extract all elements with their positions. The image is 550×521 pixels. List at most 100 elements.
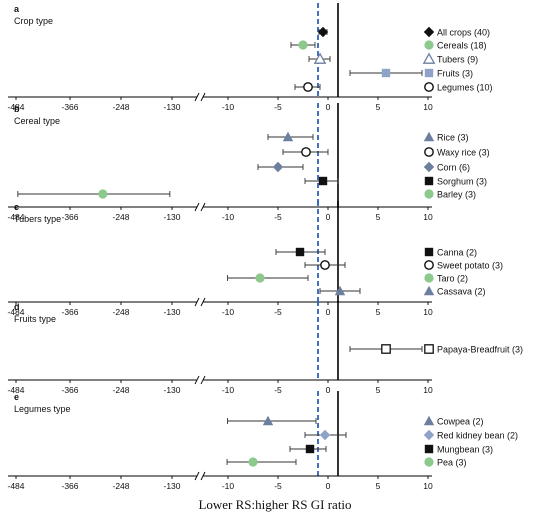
x-tick-label: 0 [326, 385, 331, 395]
axis-break-gap [197, 376, 203, 384]
point-marker [381, 344, 391, 354]
x-tick-label: -5 [274, 385, 282, 395]
panel-label: b [14, 104, 20, 114]
point-marker [305, 444, 315, 454]
legend-marker [423, 131, 435, 142]
point-marker [303, 82, 313, 92]
axis-break-gap [197, 472, 203, 480]
panel-title: Crop type [14, 16, 53, 26]
point-marker [248, 457, 258, 467]
axis-break-gap [197, 203, 203, 211]
x-tick-label: 10 [423, 102, 433, 112]
x-tick-label: -484 [7, 307, 24, 317]
legend-label: Fruits (3) [437, 69, 473, 79]
x-tick-label: 0 [326, 102, 331, 112]
x-tick-label: -484 [7, 212, 24, 222]
legend-label: Legumes (10) [437, 83, 493, 93]
x-tick-label: -10 [222, 385, 235, 395]
x-tick-label: -248 [112, 212, 129, 222]
legend-label: Waxy rice (3) [437, 148, 490, 158]
axis-break-mark [200, 297, 206, 307]
legend-label: Taro (2) [437, 274, 468, 284]
x-tick-label: 5 [376, 102, 381, 112]
legend-label: Tubers (9) [437, 55, 478, 65]
x-tick-label: -5 [274, 102, 282, 112]
point-marker [98, 189, 108, 199]
legend-label: Cowpea (2) [437, 417, 484, 427]
axis-break-mark [200, 375, 206, 385]
axis-break-mark [200, 471, 206, 481]
axis-break-mark [194, 375, 200, 385]
point-marker [295, 247, 305, 257]
x-tick-label: -10 [222, 212, 235, 222]
legend-marker [422, 52, 436, 64]
x-tick-label: -248 [112, 307, 129, 317]
panel-label: a [14, 4, 20, 14]
x-tick-label: -10 [222, 102, 235, 112]
legend-label: Sorghum (3) [437, 177, 487, 187]
panel-a: a Crop type -484 -366 -248 -130 -10 -5 0 5 10 All c… [7, 3, 493, 112]
axis-break-mark [200, 92, 206, 102]
x-tick-label: -10 [222, 307, 235, 317]
forest-plot-svg: a Crop type -484 -366 -248 -130 -10 -5 0 5 10 All c… [7, 3, 523, 491]
legend-marker [424, 344, 434, 354]
point-marker [262, 415, 274, 426]
legend-marker [424, 82, 434, 92]
axis-break-mark [194, 297, 200, 307]
panel-label: c [14, 202, 19, 212]
legend-marker [424, 147, 434, 157]
legend-marker [424, 273, 434, 283]
x-tick-label: -130 [163, 307, 180, 317]
x-tick-label: 0 [326, 481, 331, 491]
x-tick-label: -130 [163, 481, 180, 491]
legend-label: Corn (6) [437, 163, 470, 173]
panel-label: d [14, 302, 20, 312]
x-tick-label: -5 [274, 212, 282, 222]
legend-label: Rice (3) [437, 133, 469, 143]
panel-label: e [14, 392, 19, 402]
x-tick-label: 10 [423, 212, 433, 222]
x-tick-label: 10 [423, 307, 433, 317]
axis-break-mark [194, 92, 200, 102]
legend-marker [424, 260, 434, 270]
legend-label: Papaya-Breadfruit (3) [437, 345, 523, 355]
x-tick-label: -130 [163, 212, 180, 222]
panel-b: b Cereal type -484 -366 -248 -130 -10 -5 0 5 10 Ric… [7, 103, 490, 222]
panel-title: Fruits type [14, 314, 56, 324]
x-tick-label: 5 [376, 307, 381, 317]
axis-break-gap [197, 93, 203, 101]
panel-title: Tubers type [14, 214, 61, 224]
legend-marker [424, 444, 434, 454]
x-tick-label: -5 [274, 481, 282, 491]
x-tick-label: -248 [112, 385, 129, 395]
legend-marker [423, 415, 435, 426]
point-marker [319, 429, 331, 441]
x-tick-label: -366 [61, 307, 78, 317]
point-marker [313, 52, 327, 64]
legend-label: All crops (40) [437, 28, 490, 38]
x-tick-label: 5 [376, 212, 381, 222]
x-tick-label: 0 [326, 307, 331, 317]
legend-marker [424, 40, 434, 50]
legend-marker [423, 26, 435, 38]
axis-break-gap [197, 298, 203, 306]
point-marker [334, 285, 346, 296]
point-marker [318, 176, 328, 186]
x-tick-label: 5 [376, 385, 381, 395]
point-marker [298, 40, 308, 50]
x-tick-label: -484 [7, 385, 24, 395]
x-tick-label: 10 [423, 385, 433, 395]
point-marker [301, 147, 311, 157]
axis-break-mark [200, 202, 206, 212]
point-marker [381, 68, 391, 78]
x-tick-label: -484 [7, 481, 24, 491]
x-tick-label: -366 [61, 385, 78, 395]
legend-marker [424, 457, 434, 467]
x-tick-label: 0 [326, 212, 331, 222]
panel-title: Legumes type [14, 404, 71, 414]
legend-label: Red kidney bean (2) [437, 431, 518, 441]
point-marker [320, 260, 330, 270]
legend-label: Cassava (2) [437, 287, 486, 297]
legend-label: Sweet potato (3) [437, 261, 503, 271]
